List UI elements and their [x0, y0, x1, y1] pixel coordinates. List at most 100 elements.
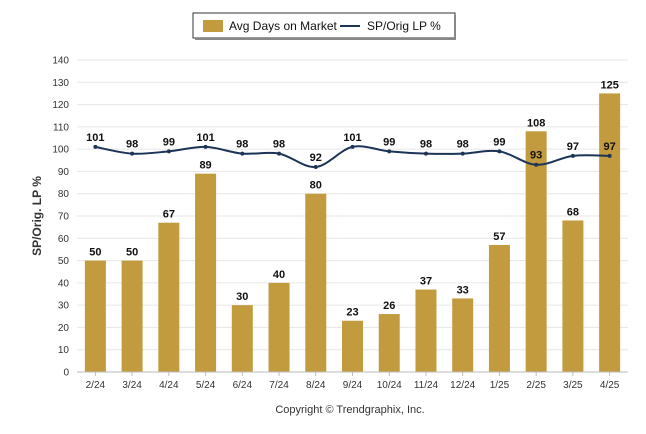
bar-value-label: 125 [600, 79, 618, 91]
bar-value-label: 108 [527, 117, 545, 129]
y-tick-label: 60 [58, 234, 70, 245]
line-value-label: 101 [86, 132, 104, 144]
line-value-label: 99 [493, 136, 505, 148]
line-point [240, 151, 245, 156]
bar-value-label: 80 [310, 180, 322, 192]
bar [525, 131, 547, 372]
line-point [93, 144, 98, 149]
x-tick-label: 12/24 [450, 380, 475, 391]
legend-label-days-on-market: Avg Days on Market [229, 19, 337, 33]
line-value-label: 101 [343, 132, 361, 144]
x-tick-label: 10/24 [377, 380, 402, 391]
line-point [277, 151, 282, 156]
line-value-label: 98 [236, 139, 248, 151]
bar-value-label: 37 [420, 276, 432, 288]
line-point [166, 149, 171, 154]
x-axis-ticks: 2/24 3/24 4/24 5/24 6/24 7/24 8/24 9/24 10/24 11/… [77, 371, 628, 391]
y-tick-label: 140 [52, 56, 69, 67]
line-value-label: 97 [567, 141, 579, 153]
y-tick-label: 30 [58, 301, 70, 312]
bar [231, 305, 253, 372]
x-tick-label: 5/24 [196, 380, 216, 391]
line-point [350, 144, 355, 149]
x-tick-label: 3/24 [122, 380, 142, 391]
line-value-label: 98 [126, 139, 138, 151]
x-tick-label: 3/25 [563, 380, 583, 391]
x-tick-label: 2/25 [526, 380, 546, 391]
bar-value-label: 57 [493, 231, 505, 243]
bar [415, 289, 437, 372]
bar-value-label: 26 [383, 300, 395, 312]
line-value-label: 92 [310, 152, 322, 164]
y-tick-label: 110 [53, 122, 69, 133]
x-tick-label: 6/24 [233, 380, 253, 391]
x-tick-label: 4/24 [159, 380, 179, 391]
legend: Avg Days on Market SP/Orig LP % [192, 12, 456, 40]
line-value-label: 98 [420, 139, 432, 151]
bar [195, 173, 217, 372]
y-tick-label: 90 [58, 167, 70, 178]
bar [342, 320, 363, 372]
bar-value-label: 68 [567, 206, 579, 218]
bar [599, 93, 621, 372]
copyright-credit: Copyright © Trendgraphix, Inc. [275, 404, 424, 416]
y-tick-label: 80 [58, 189, 70, 200]
line-point [497, 149, 502, 154]
bar-value-label: 50 [89, 247, 101, 259]
x-tick-label: 2/24 [86, 380, 106, 391]
bar-value-label: 89 [199, 160, 211, 172]
bar [378, 314, 400, 372]
bar-value-label: 33 [457, 284, 469, 296]
line-series: 101 98 99 101 98 98 92 101 99 98 98 99 93 97 97 [86, 132, 616, 169]
legend-label-sp-orig-lp: SP/Orig LP % [367, 19, 441, 33]
line-value-label: 99 [383, 136, 395, 148]
line-point [570, 153, 575, 158]
y-axis-label: SP/Orig. LP % [30, 176, 44, 256]
legend-box [192, 12, 456, 39]
y-tick-label: 40 [58, 278, 70, 289]
x-tick-label: 9/24 [343, 380, 363, 391]
bar [488, 244, 510, 372]
bar-series: 50 50 67 89 30 40 80 23 26 37 33 57 108 68 125 [84, 79, 621, 372]
bar [84, 260, 106, 372]
y-tick-label: 10 [58, 345, 70, 356]
line-value-label: 93 [530, 150, 542, 162]
y-tick-label: 100 [52, 145, 69, 156]
line-point [534, 162, 539, 167]
bar-value-label: 40 [273, 269, 285, 281]
bar [121, 260, 143, 372]
x-tick-label: 7/24 [269, 380, 289, 391]
line-point [607, 153, 612, 158]
bar [305, 193, 327, 372]
y-tick-label: 120 [52, 100, 69, 111]
bar [562, 220, 584, 372]
y-tick-label: 70 [58, 212, 70, 223]
line-value-label: 98 [457, 139, 469, 151]
x-tick-label: 11/24 [414, 380, 439, 391]
line-point [130, 151, 135, 156]
line-value-label: 98 [273, 139, 285, 151]
line-value-label: 97 [604, 141, 616, 153]
y-tick-label: 0 [63, 368, 69, 379]
x-tick-label: 1/25 [490, 380, 510, 391]
line-point [387, 149, 392, 154]
line-value-label: 101 [196, 132, 214, 144]
y-tick-label: 20 [58, 323, 70, 334]
x-tick-label: 8/24 [306, 380, 326, 391]
y-tick-label: 130 [52, 78, 69, 89]
bar [452, 298, 474, 372]
bar-value-label: 67 [163, 209, 175, 221]
y-tick-label: 50 [58, 256, 70, 267]
x-tick-label: 4/25 [600, 380, 620, 391]
line-value-label: 99 [163, 136, 175, 148]
bar-value-label: 50 [126, 247, 138, 259]
y-axis-ticks: 0 10 20 30 40 50 60 70 80 90 100 110 120 130 140 [52, 56, 69, 379]
bar-value-label: 30 [236, 291, 248, 303]
bar [268, 282, 290, 372]
line-point [313, 164, 318, 169]
line-point [203, 144, 208, 149]
bar [158, 222, 180, 372]
legend-swatch-bar [203, 20, 223, 32]
